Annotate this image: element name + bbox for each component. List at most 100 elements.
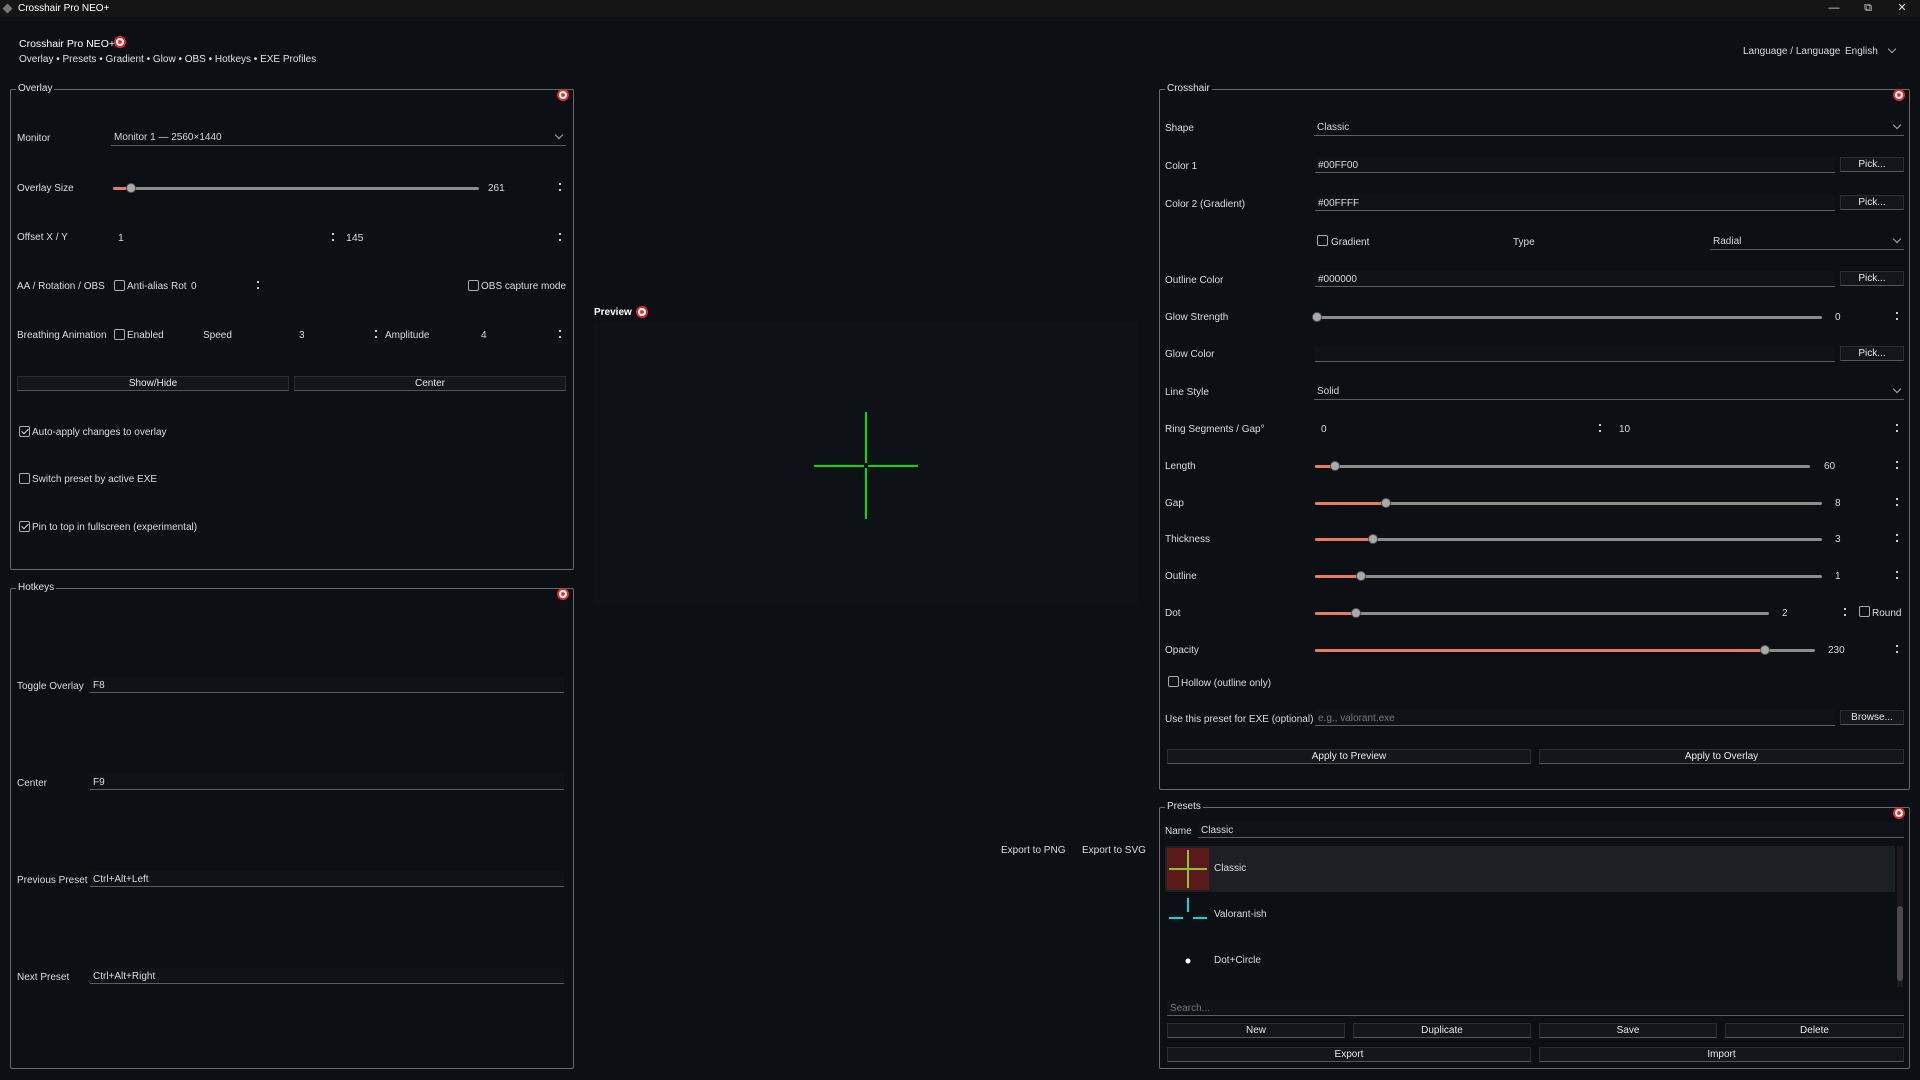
new-preset-button[interactable]: New [1167, 1023, 1345, 1038]
ring-gap-value[interactable]: 10 [1619, 424, 1631, 435]
color2-input[interactable]: #00FFFF [1315, 195, 1835, 211]
glow-strength-spin-icon[interactable] [1896, 310, 1900, 322]
ring-gap-spin-icon[interactable] [1896, 422, 1900, 434]
switch-preset-checkbox[interactable] [19, 473, 30, 484]
thickness-thumb[interactable] [1368, 534, 1378, 544]
thickness-track[interactable] [1315, 538, 1822, 541]
overlay-size-thumb[interactable] [126, 183, 136, 193]
glow-color-pick-button[interactable]: Pick... [1840, 346, 1904, 361]
rot-spin-icon[interactable] [257, 279, 261, 291]
preset-list-scrollbar[interactable] [1897, 846, 1903, 987]
round-checkbox[interactable] [1859, 606, 1870, 617]
line-style-value: Solid [1317, 386, 1340, 397]
minimize-button[interactable]: — [1828, 2, 1840, 14]
amplitude-spin-icon[interactable] [559, 328, 563, 340]
glow-strength-track[interactable] [1317, 316, 1822, 319]
breathing-enabled-checkbox[interactable] [114, 329, 125, 340]
preset-item-label: Valorant-ish [1214, 909, 1267, 920]
close-window-button[interactable]: ✕ [1897, 2, 1907, 14]
preset-item[interactable]: Valorant-ish [1165, 892, 1895, 938]
outline-value: 1 [1835, 571, 1841, 582]
antialias-checkbox[interactable] [114, 280, 125, 291]
obs-capture-checkbox[interactable] [468, 280, 479, 291]
overlay-size-track[interactable] [113, 187, 479, 190]
toggle-overlay-hotkey-input[interactable]: F8 [90, 677, 564, 693]
gradient-type-select[interactable]: Radial [1710, 233, 1904, 250]
overlay-size-spin-icon[interactable] [559, 181, 563, 193]
monitor-select[interactable]: Monitor 1 — 2560×1440 [111, 129, 566, 146]
thickness-spin-icon[interactable] [1896, 532, 1900, 544]
outline-track[interactable] [1315, 575, 1822, 578]
export-presets-button[interactable]: Export [1167, 1047, 1531, 1062]
hotkeys-close-icon[interactable] [557, 588, 569, 600]
preview-close-icon[interactable] [636, 306, 648, 318]
length-spin-icon[interactable] [1896, 459, 1900, 471]
apply-overlay-button[interactable]: Apply to Overlay [1539, 749, 1904, 764]
offset-y-spin-icon[interactable] [559, 231, 563, 243]
preset-thumbnail-dot-circle [1185, 958, 1191, 964]
dot-spin-icon[interactable] [1844, 606, 1848, 618]
export-png-button[interactable]: Export to PNG [1001, 845, 1066, 856]
center-button[interactable]: Center [294, 376, 566, 391]
opacity-spin-icon[interactable] [1896, 643, 1900, 655]
rot-value[interactable]: 0 [191, 281, 197, 292]
shape-select[interactable]: Classic [1314, 119, 1904, 136]
language-select[interactable]: English [1842, 43, 1902, 60]
pin-top-checkbox[interactable] [19, 521, 30, 532]
gap-thumb[interactable] [1381, 498, 1391, 508]
color2-pick-button[interactable]: Pick... [1840, 195, 1904, 210]
amplitude-value[interactable]: 4 [481, 330, 487, 341]
ring-segments-spin-icon[interactable] [1599, 422, 1603, 434]
gap-track[interactable] [1315, 502, 1822, 505]
center-hotkey-input[interactable]: F9 [90, 774, 564, 790]
export-svg-button[interactable]: Export to SVG [1082, 845, 1146, 856]
ring-segments-value[interactable]: 0 [1321, 424, 1327, 435]
preset-item[interactable]: Dot+Circle [1165, 938, 1895, 984]
line-style-select[interactable]: Solid [1314, 383, 1904, 400]
hollow-checkbox[interactable] [1168, 676, 1179, 687]
presets-panel-title: Presets [1165, 801, 1203, 812]
offset-x-spinbox[interactable]: 1 [118, 229, 348, 245]
dot-track[interactable] [1315, 612, 1769, 615]
preset-search-input[interactable]: Search... [1167, 1000, 1904, 1016]
speed-value[interactable]: 3 [299, 330, 305, 341]
color1-input[interactable]: #00FF00 [1315, 157, 1835, 173]
apply-preview-button[interactable]: Apply to Preview [1167, 749, 1531, 764]
header-close-icon[interactable] [114, 36, 126, 48]
crosshair-close-icon[interactable] [1893, 89, 1905, 101]
import-presets-button[interactable]: Import [1539, 1047, 1904, 1062]
preset-name-input[interactable]: Classic [1198, 822, 1904, 838]
overlay-close-icon[interactable] [557, 89, 569, 101]
outline-color-input[interactable]: #000000 [1315, 271, 1835, 287]
exe-preset-input[interactable]: e.g., valorant.exe [1315, 710, 1835, 726]
dot-thumb[interactable] [1351, 608, 1361, 618]
length-thumb[interactable] [1330, 461, 1340, 471]
preset-item[interactable]: Classic [1165, 846, 1895, 892]
preset-list[interactable]: Classic Valorant-ish Dot+Circle [1165, 846, 1895, 987]
preset-list-scroll-thumb[interactable] [1897, 906, 1903, 981]
glow-color-input[interactable] [1315, 346, 1835, 362]
outline-color-pick-button[interactable]: Pick... [1840, 271, 1904, 286]
color1-pick-button[interactable]: Pick... [1840, 157, 1904, 172]
speed-spin-icon[interactable] [375, 328, 379, 340]
presets-close-icon[interactable] [1893, 807, 1905, 819]
length-track[interactable] [1315, 465, 1810, 468]
offset-x-spin-icon[interactable] [332, 231, 336, 243]
outline-spin-icon[interactable] [1896, 569, 1900, 581]
duplicate-preset-button[interactable]: Duplicate [1353, 1023, 1531, 1038]
next-preset-hotkey-input[interactable]: Ctrl+Alt+Right [90, 968, 564, 984]
offset-y-spinbox[interactable]: 145 [346, 229, 566, 245]
opacity-thumb[interactable] [1760, 645, 1770, 655]
previous-preset-hotkey-input[interactable]: Ctrl+Alt+Left [90, 871, 564, 887]
outline-thumb[interactable] [1356, 571, 1366, 581]
auto-apply-checkbox[interactable] [19, 426, 30, 437]
maximize-button[interactable]: ⧉ [1864, 2, 1872, 14]
gradient-checkbox[interactable] [1317, 235, 1328, 246]
delete-preset-button[interactable]: Delete [1725, 1023, 1904, 1038]
save-preset-button[interactable]: Save [1539, 1023, 1717, 1038]
gap-spin-icon[interactable] [1896, 496, 1900, 508]
glow-strength-thumb[interactable] [1312, 312, 1322, 322]
show-hide-button[interactable]: Show/Hide [17, 376, 289, 391]
next-preset-hotkey-value: Ctrl+Alt+Right [93, 971, 156, 982]
browse-button[interactable]: Browse... [1840, 710, 1904, 725]
